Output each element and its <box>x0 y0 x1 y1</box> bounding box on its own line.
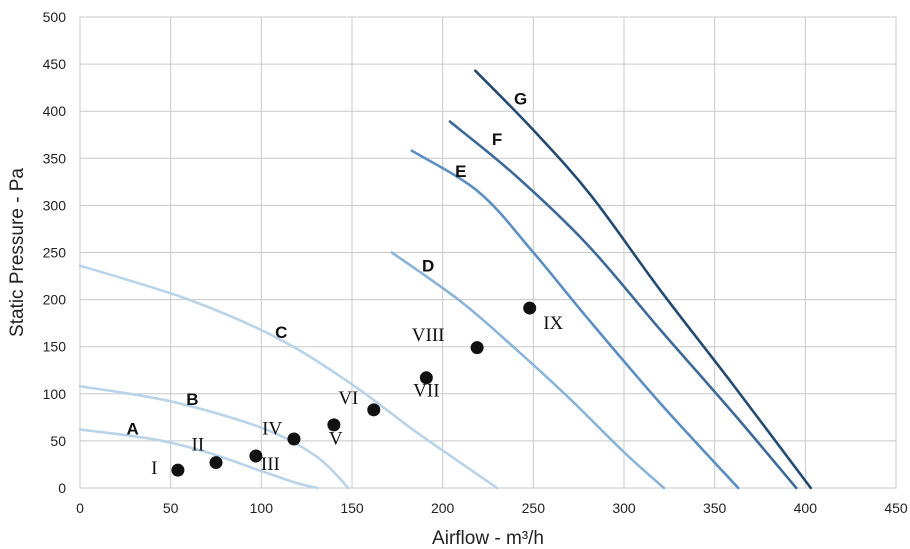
y-tick-label: 500 <box>43 9 67 25</box>
x-tick-label: 50 <box>163 500 179 516</box>
operating-point-i <box>171 463 185 477</box>
fan-curve-g <box>474 69 813 490</box>
y-axis-title: Static Pressure - Pa <box>7 168 28 337</box>
curve-label-a: A <box>126 419 138 438</box>
operating-point-vii <box>419 371 433 385</box>
operating-point-v <box>327 418 341 432</box>
operating-point-label-viii: VIII <box>412 325 445 346</box>
y-tick-label: 100 <box>43 386 67 402</box>
x-tick-label: 400 <box>794 500 818 516</box>
operating-point-label-i: I <box>151 458 157 479</box>
x-tick-label: 300 <box>612 500 636 516</box>
fan-curve-d <box>390 251 666 490</box>
fan-curve-b <box>78 384 350 490</box>
curve-label-e: E <box>455 162 466 181</box>
operating-point-label-iii: III <box>261 454 280 475</box>
y-tick-label: 50 <box>50 433 66 449</box>
y-tick-label: 300 <box>43 197 67 213</box>
plot-frame <box>79 16 897 489</box>
operating-point-label-vi: VI <box>338 388 358 409</box>
y-tick-label: 200 <box>43 292 67 308</box>
x-tick-label: 250 <box>522 500 546 516</box>
y-tick-label: 450 <box>43 56 67 72</box>
curve-label-f: F <box>492 130 502 149</box>
operating-point-label-ii: II <box>192 434 205 455</box>
x-axis-title: Airflow - m³/h <box>432 528 544 549</box>
operating-point-label-v: V <box>329 429 343 450</box>
x-tick-label: 200 <box>431 500 455 516</box>
fan-curve-e <box>410 149 740 490</box>
fan-curves: A B C D E F G <box>78 69 813 490</box>
curve-label-d: D <box>422 256 434 275</box>
y-tick-label: 250 <box>43 245 67 261</box>
axes: 0 50 100 150 200 250 300 350 400 450 0 50 100 150 200 2… <box>43 9 908 516</box>
x-tick-label: 450 <box>884 500 908 516</box>
grid-lines <box>79 16 897 489</box>
operating-point-ix <box>523 301 537 315</box>
fan-curve-c <box>78 264 499 490</box>
operating-point-iii <box>249 449 263 463</box>
operating-point-vi <box>367 403 381 417</box>
x-tick-label: 150 <box>340 500 364 516</box>
x-tick-label: 0 <box>76 500 84 516</box>
x-tick-label: 350 <box>703 500 727 516</box>
fan-curve-a <box>78 428 319 490</box>
operating-point-ii <box>209 456 223 470</box>
y-tick-label: 350 <box>43 150 67 166</box>
y-tick-label: 150 <box>43 339 67 355</box>
operating-point-label-vii: VII <box>413 381 439 402</box>
y-tick-label: 400 <box>43 103 67 119</box>
curve-label-c: C <box>275 323 287 342</box>
operating-point-label-iv: IV <box>262 418 282 439</box>
y-tick-label: 0 <box>58 480 66 496</box>
operating-point-viii <box>470 341 484 355</box>
curve-label-b: B <box>186 390 198 409</box>
curve-label-g: G <box>514 90 527 109</box>
operating-point-iv <box>287 432 301 446</box>
x-tick-label: 100 <box>250 500 274 516</box>
fan-curve-f <box>448 120 798 490</box>
operating-point-label-ix: IX <box>543 313 563 334</box>
